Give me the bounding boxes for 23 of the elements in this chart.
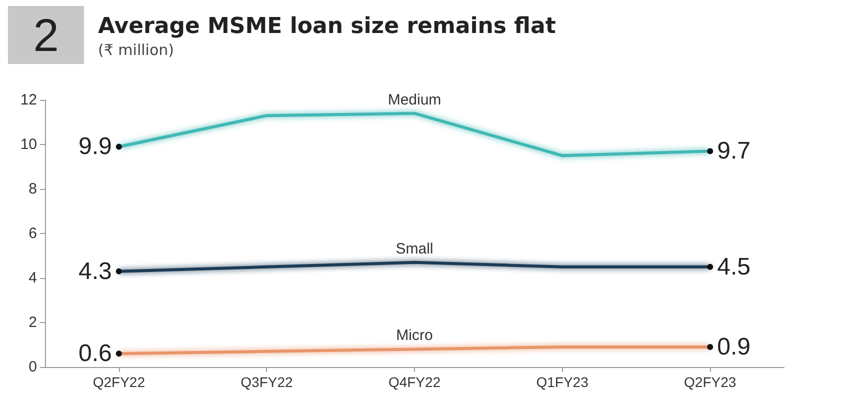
data-label: 4.5 — [717, 253, 750, 280]
x-tick-label: Q2FY22 — [92, 374, 146, 390]
y-tick-label: 0 — [28, 358, 37, 376]
series-label: Small — [396, 240, 434, 258]
y-tick-label: 10 — [20, 136, 37, 153]
x-tick-label: Q3FY22 — [240, 374, 293, 390]
chart-title: Average MSME loan size remains flat — [98, 14, 556, 39]
x-tick-label: Q2FY23 — [684, 374, 736, 390]
x-tick-label: Q4FY22 — [388, 374, 441, 390]
data-label: 4.3 — [78, 258, 112, 285]
y-tick-label: 8 — [28, 180, 37, 198]
chart-subtitle: (₹ million) — [98, 41, 175, 59]
data-label: 0.6 — [78, 340, 112, 368]
data-label: 0.9 — [717, 333, 750, 360]
data-label: 9.7 — [717, 138, 750, 165]
x-tick-label: Q1FY23 — [536, 374, 589, 390]
series-label: Medium — [388, 91, 442, 108]
y-tick-label: 2 — [28, 314, 37, 331]
y-tick-label: 12 — [20, 92, 37, 108]
data-label: 9.9 — [78, 133, 112, 160]
y-tick-label: 4 — [28, 270, 37, 286]
series-label: Micro — [396, 327, 433, 344]
y-tick-label: 6 — [28, 225, 37, 242]
